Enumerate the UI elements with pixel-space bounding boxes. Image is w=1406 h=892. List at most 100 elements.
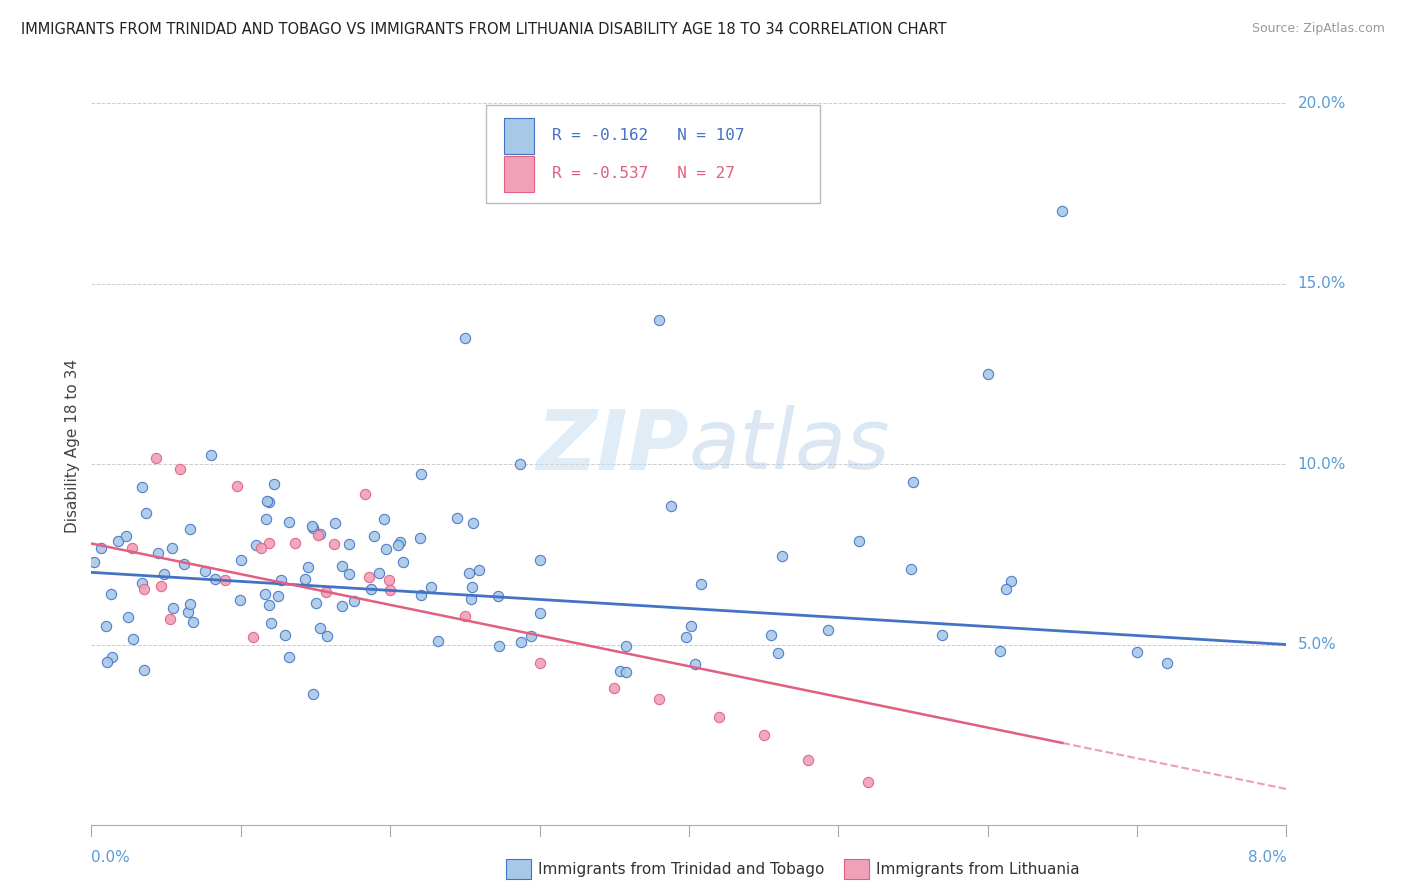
Point bbox=[204, 572, 226, 586]
Text: 15.0%: 15.0% bbox=[1298, 276, 1346, 291]
Point bbox=[132, 663, 155, 677]
Point bbox=[297, 559, 319, 574]
Point bbox=[277, 515, 299, 529]
Point bbox=[461, 516, 484, 530]
Text: Immigrants from Trinidad and Tobago: Immigrants from Trinidad and Tobago bbox=[538, 863, 825, 877]
Point bbox=[388, 535, 411, 549]
Point bbox=[257, 598, 280, 612]
Point bbox=[856, 774, 880, 789]
Point bbox=[214, 573, 236, 587]
Point bbox=[229, 592, 252, 607]
Point bbox=[131, 575, 153, 590]
Point bbox=[131, 480, 153, 494]
Point bbox=[278, 650, 301, 665]
Point bbox=[260, 615, 283, 630]
Point bbox=[135, 506, 157, 520]
Point bbox=[797, 753, 820, 767]
Point bbox=[315, 585, 337, 599]
Point bbox=[603, 681, 626, 695]
Point bbox=[83, 555, 105, 569]
Point bbox=[257, 536, 280, 550]
Point bbox=[1126, 645, 1149, 659]
Point bbox=[609, 664, 631, 678]
Point bbox=[305, 596, 328, 610]
Point bbox=[420, 580, 443, 594]
Text: Immigrants from Lithuania: Immigrants from Lithuania bbox=[876, 863, 1080, 877]
Point bbox=[683, 657, 706, 672]
Point bbox=[752, 728, 775, 742]
Point bbox=[446, 510, 468, 524]
Point bbox=[256, 493, 278, 508]
Point bbox=[250, 541, 273, 555]
Point bbox=[486, 589, 509, 603]
Point bbox=[509, 635, 531, 649]
Text: Source: ZipAtlas.com: Source: ZipAtlas.com bbox=[1251, 22, 1385, 36]
Point bbox=[307, 528, 329, 542]
Point bbox=[257, 494, 280, 508]
Point bbox=[94, 619, 117, 633]
Point bbox=[309, 621, 332, 635]
Point bbox=[121, 541, 143, 556]
Point bbox=[100, 586, 122, 600]
Point bbox=[176, 605, 198, 619]
Point bbox=[150, 579, 173, 593]
Point bbox=[122, 632, 145, 646]
Point bbox=[520, 629, 543, 643]
Point bbox=[360, 582, 382, 596]
Point bbox=[901, 475, 924, 489]
Point bbox=[229, 553, 252, 567]
Text: R = -0.537   N = 27: R = -0.537 N = 27 bbox=[551, 166, 734, 181]
Point bbox=[411, 467, 433, 481]
Point bbox=[509, 457, 531, 471]
Point bbox=[145, 451, 167, 466]
Point bbox=[363, 528, 385, 542]
Point bbox=[374, 541, 396, 556]
Point bbox=[273, 628, 295, 642]
Point bbox=[529, 553, 551, 567]
Point bbox=[263, 476, 285, 491]
Point bbox=[302, 687, 325, 701]
Point bbox=[648, 691, 671, 706]
Text: 20.0%: 20.0% bbox=[1298, 95, 1346, 111]
Point bbox=[1156, 656, 1178, 670]
Point bbox=[294, 573, 316, 587]
Point bbox=[529, 656, 551, 670]
Point bbox=[267, 589, 290, 603]
Point bbox=[454, 608, 477, 623]
Point bbox=[96, 655, 118, 669]
Point bbox=[354, 487, 377, 501]
Text: IMMIGRANTS FROM TRINIDAD AND TOBAGO VS IMMIGRANTS FROM LITHUANIA DISABILITY AGE : IMMIGRANTS FROM TRINIDAD AND TOBAGO VS I… bbox=[21, 22, 946, 37]
Point bbox=[458, 566, 481, 581]
Text: 5.0%: 5.0% bbox=[1298, 637, 1336, 652]
Point bbox=[454, 331, 477, 345]
Point bbox=[367, 566, 389, 581]
Point bbox=[242, 630, 264, 644]
Point bbox=[270, 573, 292, 587]
Point bbox=[460, 591, 482, 606]
Point bbox=[200, 448, 222, 462]
Point bbox=[101, 650, 124, 665]
Point bbox=[378, 583, 402, 598]
Point bbox=[387, 538, 409, 552]
Point bbox=[330, 599, 353, 613]
Point bbox=[1000, 574, 1022, 589]
Point bbox=[337, 567, 360, 582]
Point bbox=[173, 557, 195, 571]
Point bbox=[988, 643, 1011, 657]
Point bbox=[245, 538, 267, 552]
Point bbox=[995, 582, 1018, 597]
Point bbox=[181, 615, 204, 630]
Point bbox=[690, 577, 713, 591]
Point bbox=[169, 461, 191, 475]
Point bbox=[330, 558, 353, 573]
Point bbox=[107, 533, 129, 548]
FancyBboxPatch shape bbox=[503, 118, 534, 154]
Point bbox=[146, 546, 169, 560]
Point bbox=[114, 529, 136, 543]
Point bbox=[614, 639, 637, 653]
Point bbox=[675, 630, 697, 644]
Point bbox=[488, 640, 510, 654]
Point bbox=[322, 537, 344, 551]
Point bbox=[461, 580, 484, 594]
Point bbox=[316, 629, 339, 643]
